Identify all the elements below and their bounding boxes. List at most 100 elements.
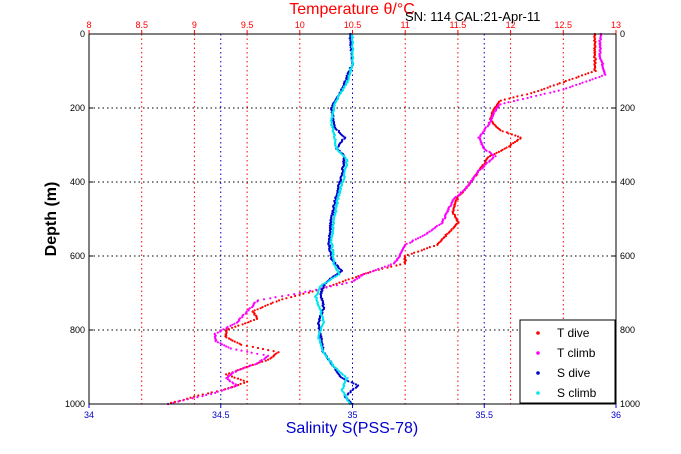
data-point — [229, 347, 232, 350]
data-point — [594, 69, 597, 73]
data-point — [243, 381, 246, 384]
legend-label-s-dive: S dive — [557, 366, 591, 380]
data-point — [341, 283, 344, 286]
data-point — [452, 212, 455, 215]
data-point — [495, 151, 498, 154]
data-point — [494, 155, 497, 158]
data-point — [425, 232, 428, 235]
data-point — [251, 306, 254, 309]
data-point — [228, 372, 231, 375]
data-point — [364, 272, 368, 275]
data-point — [220, 389, 223, 392]
data-point — [332, 283, 335, 286]
data-point — [549, 85, 552, 88]
data-point — [543, 87, 546, 90]
data-point — [505, 146, 508, 149]
data-point — [214, 391, 217, 394]
data-point — [367, 271, 370, 274]
data-point — [489, 120, 492, 123]
data-point — [436, 243, 439, 246]
data-point — [219, 330, 222, 333]
data-point — [227, 346, 230, 349]
data-point — [430, 229, 433, 232]
data-point — [242, 379, 245, 382]
data-point — [417, 237, 420, 240]
salinity-tick-label: 34.5 — [212, 410, 230, 420]
data-point — [347, 380, 350, 383]
data-point — [252, 318, 256, 322]
data-point — [231, 326, 234, 329]
data-point — [335, 128, 338, 131]
series-layer — [166, 32, 607, 406]
depth-tick-label-right: 200 — [620, 103, 635, 113]
legend: T dive T climb S dive S climb — [519, 319, 616, 404]
data-point — [325, 281, 328, 284]
data-point — [262, 298, 266, 301]
data-point — [503, 102, 506, 105]
data-point — [250, 351, 253, 354]
data-point — [186, 398, 189, 401]
data-point — [207, 392, 210, 395]
data-point — [481, 131, 484, 135]
data-point — [234, 370, 237, 373]
data-point — [514, 134, 517, 137]
data-point — [294, 294, 297, 298]
data-point — [287, 294, 290, 297]
data-point — [503, 98, 506, 101]
data-point — [254, 363, 257, 366]
y-axis-label: Depth (m) — [43, 182, 60, 257]
data-point — [256, 352, 259, 355]
data-point — [543, 92, 546, 95]
x-axis-label: Salinity S(PSS-78) — [286, 420, 419, 437]
data-point — [520, 94, 524, 97]
data-point — [246, 350, 249, 353]
salinity-tick-label: 36 — [611, 410, 621, 420]
data-point — [338, 370, 341, 373]
data-point — [347, 278, 350, 281]
data-point — [269, 297, 272, 300]
data-point — [241, 323, 244, 326]
legend-marker-t-dive — [536, 331, 540, 335]
depth-tick-label: 0 — [80, 29, 85, 39]
data-point — [349, 391, 352, 394]
series-s-climb — [314, 32, 355, 406]
legend-box — [519, 319, 616, 404]
data-point — [271, 301, 274, 304]
data-point — [515, 139, 519, 142]
data-point — [507, 101, 510, 104]
data-point — [452, 227, 455, 230]
data-point — [243, 366, 247, 369]
data-point — [235, 348, 238, 351]
data-point — [512, 142, 515, 145]
data-point — [311, 290, 314, 293]
data-point — [521, 97, 525, 101]
data-point — [581, 81, 584, 84]
data-point — [249, 364, 252, 367]
data-point — [419, 236, 422, 239]
data-point — [588, 79, 592, 82]
data-point — [355, 276, 358, 279]
data-point — [546, 86, 549, 89]
data-point — [336, 202, 339, 205]
data-point — [433, 227, 436, 230]
data-point — [169, 401, 173, 404]
data-point — [330, 247, 333, 251]
data-point — [335, 274, 339, 277]
data-point — [240, 343, 243, 346]
data-point — [323, 282, 326, 285]
data-point — [272, 355, 275, 358]
data-point — [507, 132, 510, 135]
data-point — [229, 373, 232, 376]
data-point — [182, 399, 185, 402]
data-point — [255, 362, 259, 365]
data-point — [225, 345, 228, 348]
data-point — [350, 280, 353, 283]
data-point — [508, 145, 511, 148]
data-point — [191, 397, 194, 400]
data-point — [354, 383, 357, 386]
data-point — [512, 96, 515, 99]
data-point — [577, 75, 580, 78]
data-point — [562, 81, 566, 84]
data-point — [600, 74, 604, 77]
data-point — [247, 365, 250, 368]
